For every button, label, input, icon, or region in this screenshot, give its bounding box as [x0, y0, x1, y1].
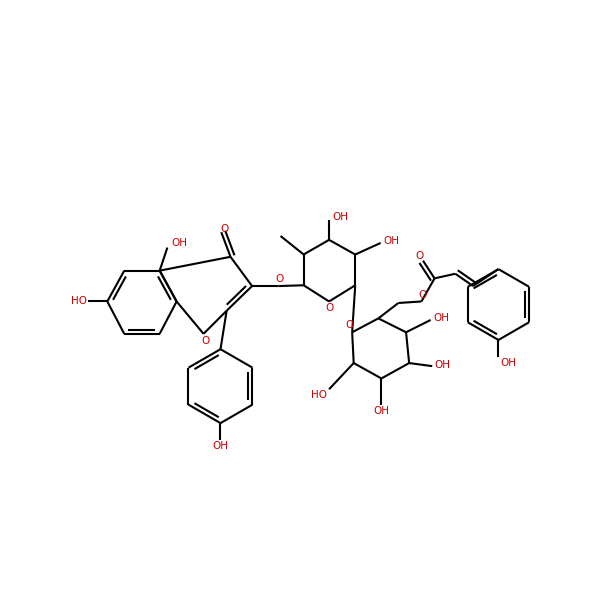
Text: O: O: [220, 224, 229, 234]
Text: O: O: [325, 304, 333, 313]
Text: OH: OH: [171, 238, 187, 248]
Text: OH: OH: [501, 358, 517, 368]
Text: HO: HO: [311, 391, 327, 400]
Text: O: O: [418, 290, 427, 299]
Text: O: O: [415, 251, 423, 261]
Text: OH: OH: [383, 236, 399, 247]
Text: HO: HO: [71, 296, 86, 307]
Text: OH: OH: [433, 313, 449, 323]
Text: OH: OH: [212, 441, 229, 451]
Text: O: O: [275, 274, 283, 284]
Text: OH: OH: [373, 406, 389, 416]
Text: OH: OH: [332, 212, 348, 222]
Text: OH: OH: [434, 359, 451, 370]
Text: O: O: [345, 320, 353, 331]
Text: O: O: [202, 337, 210, 346]
